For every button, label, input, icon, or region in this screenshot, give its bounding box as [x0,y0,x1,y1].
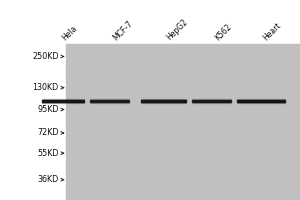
Bar [192,103,231,104]
Bar [90,102,129,103]
Bar [90,101,129,102]
Bar [90,100,129,101]
Bar [42,103,84,104]
Bar [192,100,231,101]
Text: 36KD: 36KD [37,175,58,184]
Text: K562: K562 [213,22,233,42]
Bar [42,102,84,103]
Bar [237,99,285,100]
Bar [42,98,84,99]
Text: 72KD: 72KD [37,128,58,137]
Bar [237,101,285,102]
Bar [141,100,186,101]
Bar [237,102,285,103]
Bar [90,98,129,99]
Text: Hela: Hela [60,23,79,42]
Bar [237,103,285,104]
Bar [141,99,186,100]
Bar [42,101,84,102]
Bar [237,98,285,99]
Text: 130KD: 130KD [32,83,58,92]
Text: HepG2: HepG2 [165,17,190,42]
Bar [141,102,186,103]
Bar [192,101,231,102]
Bar [237,100,285,101]
Bar [90,103,129,104]
Bar [141,98,186,99]
Text: Heart: Heart [261,20,283,42]
Bar [90,99,129,100]
Bar [192,99,231,100]
Text: MCF-7: MCF-7 [111,19,134,42]
Bar [141,101,186,102]
Bar [42,100,84,101]
Text: 95KD: 95KD [37,105,58,114]
Text: 55KD: 55KD [37,149,58,158]
Bar [192,98,231,99]
Bar [192,102,231,103]
Bar [42,99,84,100]
Text: 250KD: 250KD [32,52,58,61]
Bar [66,44,300,200]
Bar [141,103,186,104]
